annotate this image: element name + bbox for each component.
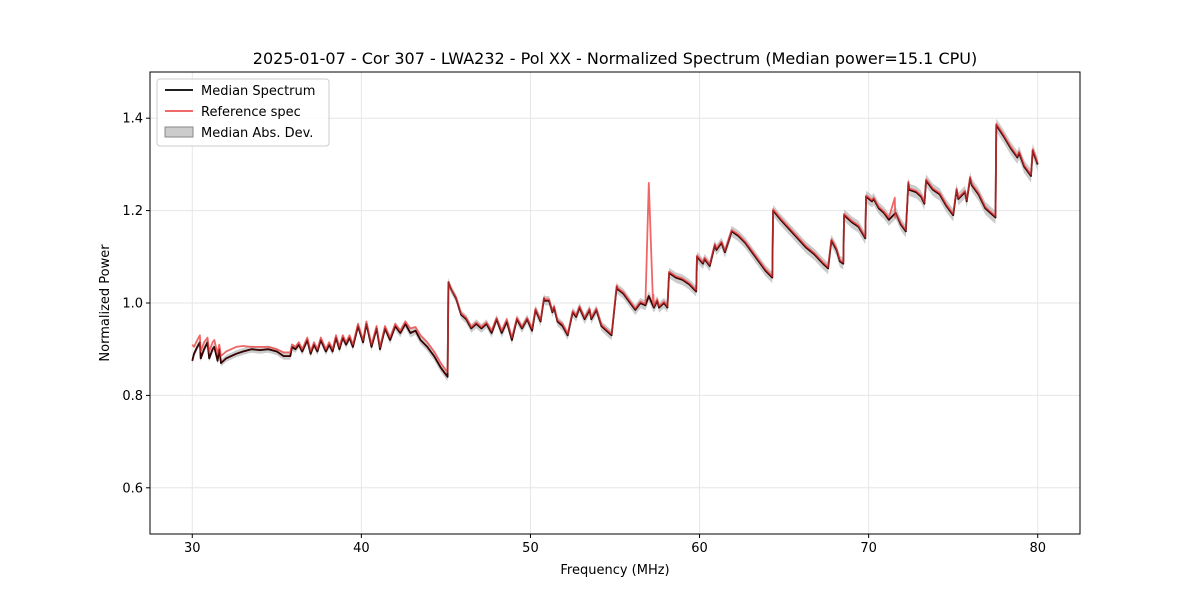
y-axis: 0.6 0.8 1.0 1.2 1.4: [122, 112, 150, 496]
y-tick-label: 1.2: [122, 204, 143, 219]
x-tick-label: 80: [1029, 541, 1046, 556]
legend-swatch-mad: [164, 126, 194, 138]
x-tick-label: 60: [691, 541, 708, 556]
legend-label-mad: Median Abs. Dev.: [201, 126, 313, 141]
chart-title: 2025-01-07 - Cor 307 - LWA232 - Pol XX -…: [253, 49, 977, 68]
grid: [150, 72, 1080, 534]
legend: Median Spectrum Reference spec Median Ab…: [156, 78, 330, 147]
legend-label-median: Median Spectrum: [201, 84, 315, 99]
series-layer: [191, 122, 1039, 378]
legend-frame: [156, 78, 330, 147]
legend-label-reference: Reference spec: [201, 105, 301, 120]
y-tick-label: 1.4: [122, 112, 143, 127]
x-axis: 30 40 50 60 70 80: [184, 534, 1046, 556]
x-tick-label: 50: [522, 541, 539, 556]
overlap-line: [191, 124, 1039, 378]
x-axis-label: Frequency (MHz): [560, 563, 669, 578]
x-tick-label: 70: [860, 541, 877, 556]
x-tick-label: 30: [184, 541, 201, 556]
y-tick-label: 1.0: [122, 297, 143, 312]
y-axis-label: Normalized Power: [98, 244, 113, 362]
mad-band-area: [192, 118, 1038, 382]
mad-band: [192, 118, 1038, 382]
x-tick-label: 40: [353, 541, 370, 556]
y-tick-label: 0.8: [122, 389, 143, 404]
y-tick-label: 0.6: [122, 481, 143, 496]
